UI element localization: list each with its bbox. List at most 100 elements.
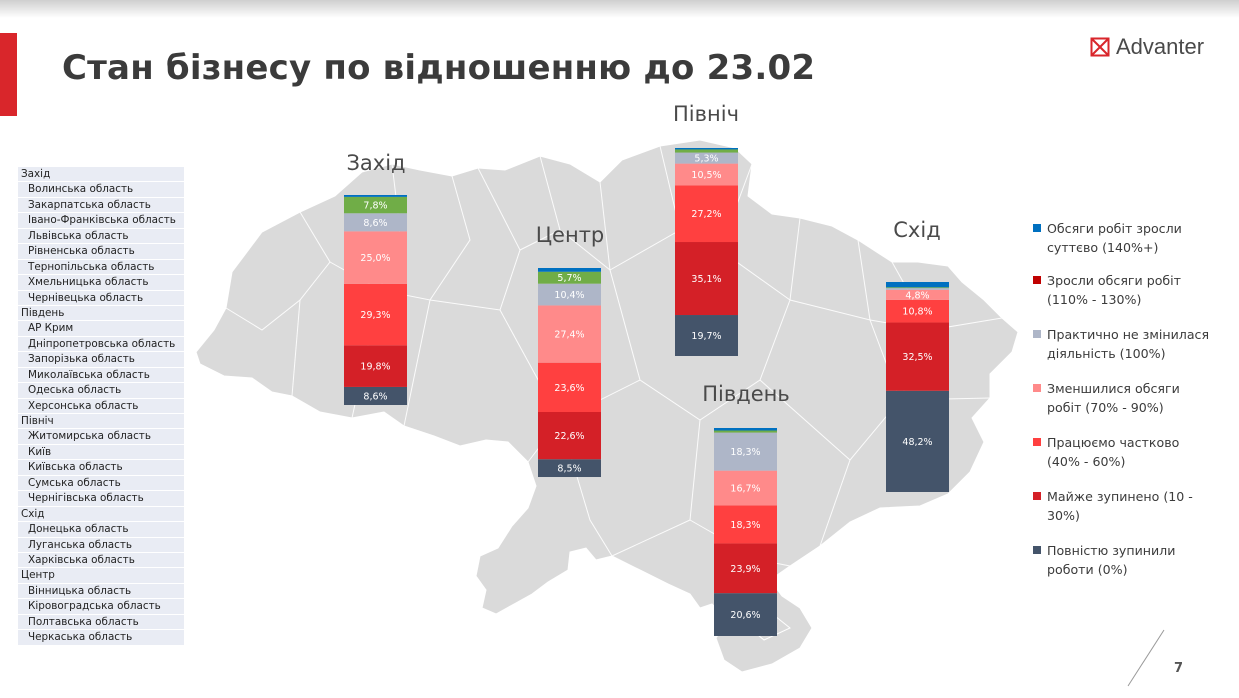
region-group-label: Південь <box>18 305 184 322</box>
region-list-item: Вінницька область <box>18 583 184 600</box>
region-list-item: Дніпропетровська область <box>18 336 184 353</box>
bar-segment <box>344 195 407 197</box>
bar-segment <box>886 289 949 300</box>
bar-data-label: 10,8% <box>902 307 932 318</box>
bar-segment <box>886 390 949 492</box>
bar-data-label: 19,8% <box>360 362 390 373</box>
bar-segment <box>344 283 407 346</box>
region-name-pivnich: Північ <box>673 102 739 126</box>
region-name-tsentr: Центр <box>536 223 605 247</box>
bar-data-label: 5,3% <box>694 154 718 165</box>
region-name-zakhid: Захід <box>346 151 405 175</box>
bar-data-label: 23,9% <box>730 564 760 575</box>
legend-swatch <box>1033 224 1041 232</box>
bar-data-label: 20,6% <box>730 610 760 621</box>
region-list-item: Закарпатська область <box>18 197 184 214</box>
legend-label: Майже зупинено (10 - 30%) <box>1047 489 1193 523</box>
bar-segment <box>675 242 738 316</box>
top-shade <box>0 0 1239 18</box>
region-list-item: Волинська область <box>18 182 184 198</box>
chart-legend: Обсяги робіт зросли суттєво (140%+) Зросл… <box>1033 219 1213 595</box>
bar-segment <box>538 283 601 306</box>
region-list-item: Сумська область <box>18 475 184 492</box>
bar-data-label: 32,5% <box>902 352 932 363</box>
bar-segment <box>675 148 738 150</box>
bar-data-label: 19,7% <box>691 331 721 342</box>
legend-label: Обсяги робіт зросли суттєво (140%+) <box>1047 221 1182 255</box>
page-number: 7 <box>1174 661 1184 676</box>
bar-segment <box>675 163 738 186</box>
region-list-item: Миколаївська область <box>18 367 184 384</box>
legend-item: Зменшилися обсяги робіт (70% - 90%) <box>1033 379 1213 417</box>
bar-segment <box>886 287 949 289</box>
region-name-skhid: Схід <box>893 218 940 242</box>
bar-segment <box>714 428 777 431</box>
region-list-item: Чернігівська область <box>18 491 184 507</box>
bar-segment <box>538 362 601 412</box>
bar-data-label: 27,2% <box>691 209 721 220</box>
legend-item: Практично не змінилася діяльність (100%) <box>1033 325 1213 363</box>
legend-item: Обсяги робіт зросли суттєво (140%+) <box>1033 219 1213 257</box>
bar-data-label: 48,2% <box>902 437 932 448</box>
bar-segment <box>538 271 601 284</box>
region-list-item: Херсонська область <box>18 398 184 414</box>
region-list-item: Київська область <box>18 460 184 476</box>
region-list-item: АР Крим <box>18 321 184 337</box>
legend-swatch <box>1033 330 1041 338</box>
region-list-item: Івано-Франківська область <box>18 213 184 229</box>
bar-data-label: 29,3% <box>360 310 390 321</box>
bar-segment <box>344 386 407 405</box>
region-list-item: Житомирська область <box>18 429 184 445</box>
bar-data-label: 4,8% <box>905 290 929 301</box>
legend-item: Працюємо частково (40% - 60%) <box>1033 433 1213 471</box>
bar-segment <box>714 432 777 471</box>
bar-segment <box>344 196 407 214</box>
region-list-item: Львівська область <box>18 228 184 245</box>
region-group-label: Північ <box>18 414 184 430</box>
advanter-logo: Advanter <box>1090 34 1204 60</box>
region-name-pivden: Південь <box>702 382 790 406</box>
bar-segment <box>714 543 777 594</box>
legend-label: Повністю зупинили роботи (0%) <box>1047 543 1176 577</box>
bar-segment <box>675 149 738 153</box>
legend-swatch <box>1033 276 1041 284</box>
legend-swatch <box>1033 492 1041 500</box>
legend-label: Працюємо частково (40% - 60%) <box>1047 435 1180 469</box>
region-list-item: Запорізька область <box>18 352 184 368</box>
bar-segment <box>538 412 601 460</box>
bar-data-label: 18,3% <box>730 520 760 531</box>
legend-swatch <box>1033 546 1041 554</box>
bar-segment <box>344 213 407 232</box>
region-list-item: Кіровоградська область <box>18 599 184 615</box>
bar-data-label: 16,7% <box>730 484 760 495</box>
bar-data-label: 22,6% <box>554 431 584 442</box>
bar-segment <box>886 282 949 288</box>
bar-data-label: 10,5% <box>691 170 721 181</box>
bar-segment <box>714 470 777 506</box>
bar-segment <box>675 315 738 356</box>
legend-label: Зменшилися обсяги робіт (70% - 90%) <box>1047 381 1180 415</box>
region-list-item: Донецька область <box>18 522 184 538</box>
bar-data-label: 18,3% <box>730 447 760 458</box>
region-list: Захід Волинська область Закарпатська облас… <box>18 167 184 646</box>
bar-segment <box>344 231 407 284</box>
region-list-item: Харківська область <box>18 552 184 569</box>
bar-segment <box>538 459 601 478</box>
legend-label: Зросли обсяги робіт (110% - 130%) <box>1047 273 1182 307</box>
region-list-item: Рівненська область <box>18 244 184 260</box>
region-group-label: Захід <box>18 167 184 183</box>
envelope-x-icon <box>1090 37 1110 57</box>
region-group-label: Схід <box>18 506 184 523</box>
bar-data-label: 8,6% <box>363 218 387 229</box>
bar-segment <box>675 185 738 243</box>
legend-swatch <box>1033 438 1041 446</box>
bar-data-label: 10,4% <box>554 290 584 301</box>
legend-item: Майже зупинено (10 - 30%) <box>1033 487 1213 525</box>
region-list-item: Чернівецька область <box>18 290 184 306</box>
region-list-item: Полтавська область <box>18 614 184 631</box>
bar-data-label: 27,4% <box>554 330 584 341</box>
bar-data-label: 25,0% <box>360 253 390 264</box>
legend-swatch <box>1033 384 1041 392</box>
